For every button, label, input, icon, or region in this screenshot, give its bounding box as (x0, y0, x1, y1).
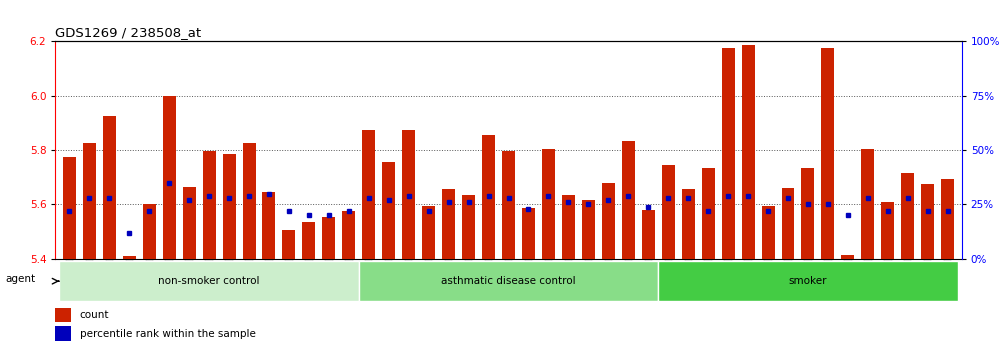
Bar (822, 48, 835, 259)
Bar (59, 261, 358, 302)
Bar (282, 230, 295, 259)
Bar (243, 143, 256, 259)
Bar (263, 192, 276, 259)
Bar (202, 151, 215, 259)
Text: agent: agent (5, 274, 35, 284)
Bar (482, 135, 495, 259)
Bar (659, 261, 958, 302)
Bar (682, 189, 695, 259)
Bar (123, 256, 136, 259)
Bar (802, 168, 815, 259)
Bar (502, 151, 515, 259)
Bar (83, 143, 96, 259)
Text: count: count (80, 310, 109, 320)
Bar (363, 130, 376, 259)
Bar (621, 140, 634, 259)
Bar (522, 208, 535, 259)
Text: GDS1269 / 238508_at: GDS1269 / 238508_at (55, 26, 201, 39)
Bar (702, 168, 715, 259)
Bar (322, 217, 335, 259)
Bar (143, 205, 156, 259)
Bar (223, 154, 236, 259)
Bar (761, 206, 774, 259)
Bar (55, 326, 71, 341)
Bar (641, 210, 655, 259)
Bar (842, 255, 854, 259)
Bar (163, 96, 175, 259)
Bar (358, 261, 659, 302)
Bar (342, 211, 355, 259)
Bar (562, 195, 575, 259)
Bar (582, 200, 595, 259)
Text: non-smoker control: non-smoker control (158, 276, 260, 286)
Bar (402, 130, 415, 259)
Bar (602, 183, 615, 259)
Bar (55, 308, 71, 322)
Bar (422, 206, 435, 259)
Bar (881, 202, 894, 259)
Bar (442, 189, 455, 259)
Bar (542, 149, 555, 259)
Bar (103, 116, 116, 259)
Text: asthmatic disease control: asthmatic disease control (441, 276, 576, 286)
Bar (781, 188, 795, 259)
Bar (182, 187, 195, 259)
Bar (921, 184, 934, 259)
Bar (462, 195, 475, 259)
Bar (942, 179, 955, 259)
Text: smoker: smoker (788, 276, 827, 286)
Bar (861, 149, 874, 259)
Bar (383, 162, 395, 259)
Bar (662, 165, 675, 259)
Bar (302, 222, 315, 259)
Bar (62, 157, 76, 259)
Bar (901, 173, 914, 259)
Text: percentile rank within the sample: percentile rank within the sample (80, 329, 256, 339)
Bar (741, 46, 754, 259)
Bar (722, 48, 735, 259)
